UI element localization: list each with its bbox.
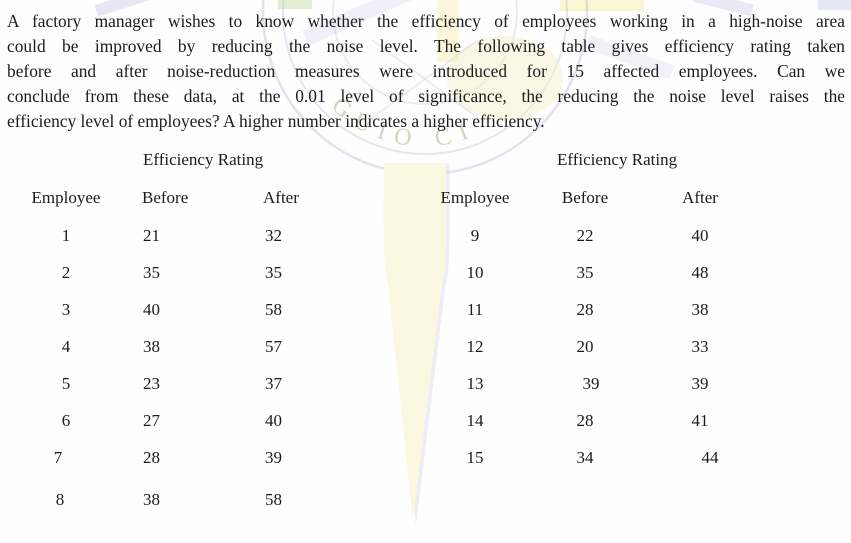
right-table-group-header: Efficiency Rating	[557, 150, 678, 169]
cell-employee: 10	[466, 263, 484, 282]
table-row: 15 34 44	[0, 448, 851, 470]
cell-employee: 12	[466, 337, 484, 356]
left-col-header-employee: Employee	[31, 188, 101, 207]
cell-after: 40	[265, 411, 282, 430]
cell-employee: 13	[466, 374, 484, 393]
cell-after: 37	[265, 374, 282, 393]
paragraph-line: before and after noise-reduction measure…	[7, 61, 845, 81]
cell-before: 34	[576, 448, 594, 467]
cell-before: 27	[143, 411, 160, 430]
table-row: 5 23 37	[0, 374, 851, 396]
table-row: 12 20 33	[0, 337, 851, 359]
table-row: 11 28 38	[0, 300, 851, 322]
cell-employee: 4	[61, 337, 71, 356]
table-row: 7 28 39	[0, 448, 851, 470]
cell-employee: 11	[466, 300, 484, 319]
cell-before: 20	[576, 337, 594, 356]
cell-after: 38	[691, 300, 709, 319]
cell-before: 40	[143, 300, 160, 319]
left-col-header-before: Before	[142, 188, 189, 207]
cell-after: 57	[265, 337, 282, 356]
cell-employee: 14	[466, 411, 484, 430]
cell-after: 40	[691, 226, 709, 245]
right-col-header-employee: Employee	[440, 188, 510, 207]
cell-employee: 15	[466, 448, 484, 467]
cell-before: 22	[576, 226, 594, 245]
paragraph-line: efficiency level of employees? A higher …	[7, 111, 545, 131]
cell-after: 33	[691, 337, 709, 356]
cell-before: 28	[576, 300, 594, 319]
cell-after: 35	[265, 263, 282, 282]
cell-before: 39	[582, 374, 600, 393]
cell-after: 44	[701, 448, 719, 467]
table-row: 10 35 48	[0, 263, 851, 285]
table-row: 3 40 58	[0, 300, 851, 322]
cell-before: 38	[143, 490, 160, 509]
cell-before: 23	[143, 374, 160, 393]
table-row: 2 35 35	[0, 263, 851, 285]
cell-before: 38	[143, 337, 160, 356]
cell-employee: 5	[61, 374, 71, 393]
table-row: 1 21 32	[0, 226, 851, 248]
table-row: 13 39 39	[0, 374, 851, 396]
cell-after: 41	[691, 411, 709, 430]
paragraph-line: conclude from these data, at the 0.01 le…	[7, 86, 845, 106]
left-table-group-header: Efficiency Rating	[143, 150, 264, 169]
cell-after: 58	[265, 490, 282, 509]
right-col-header-after: After	[682, 188, 718, 207]
paragraph-line: A factory manager wishes to know whether…	[7, 11, 845, 31]
cell-employee: 9	[470, 226, 480, 245]
cell-before: 35	[576, 263, 594, 282]
cell-after: 39	[265, 448, 282, 467]
table-row: 6 27 40	[0, 411, 851, 433]
cell-after: 58	[265, 300, 282, 319]
cell-after: 39	[691, 374, 709, 393]
right-col-header-before: Before	[561, 188, 609, 207]
cell-before: 28	[576, 411, 594, 430]
cell-employee: 2	[61, 263, 71, 282]
table-row: 9 22 40	[0, 226, 851, 248]
table-row: 8 38 58	[0, 490, 851, 512]
left-col-header-after: After	[263, 188, 299, 207]
cell-employee: 8	[55, 490, 65, 509]
cell-after: 32	[265, 226, 282, 245]
cell-employee: 6	[61, 411, 71, 430]
cell-before: 35	[143, 263, 160, 282]
cell-employee: 1	[61, 226, 71, 245]
cell-before: 21	[143, 226, 160, 245]
cell-employee: 7	[53, 448, 63, 467]
cell-after: 48	[691, 263, 709, 282]
cell-before: 28	[143, 448, 160, 467]
cell-employee: 3	[61, 300, 71, 319]
problem-statement: A factory manager wishes to know whether…	[7, 9, 845, 134]
table-row: 4 38 57	[0, 337, 851, 359]
paragraph-line: could be improved by reducing the noise …	[7, 36, 845, 56]
table-row: 14 28 41	[0, 411, 851, 433]
